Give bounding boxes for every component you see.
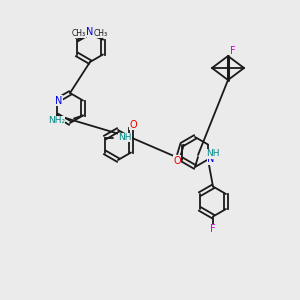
Text: CH₃: CH₃ — [72, 29, 86, 38]
Text: NH: NH — [206, 149, 220, 158]
Text: O: O — [173, 155, 181, 166]
Text: N: N — [86, 27, 94, 37]
Text: O: O — [129, 119, 137, 130]
Text: N: N — [207, 154, 215, 164]
Text: NH: NH — [118, 133, 131, 142]
Text: N: N — [55, 95, 63, 106]
Text: F: F — [230, 46, 236, 56]
Text: NH₂: NH₂ — [48, 116, 65, 125]
Text: CH₃: CH₃ — [94, 29, 108, 38]
Text: F: F — [210, 224, 216, 235]
